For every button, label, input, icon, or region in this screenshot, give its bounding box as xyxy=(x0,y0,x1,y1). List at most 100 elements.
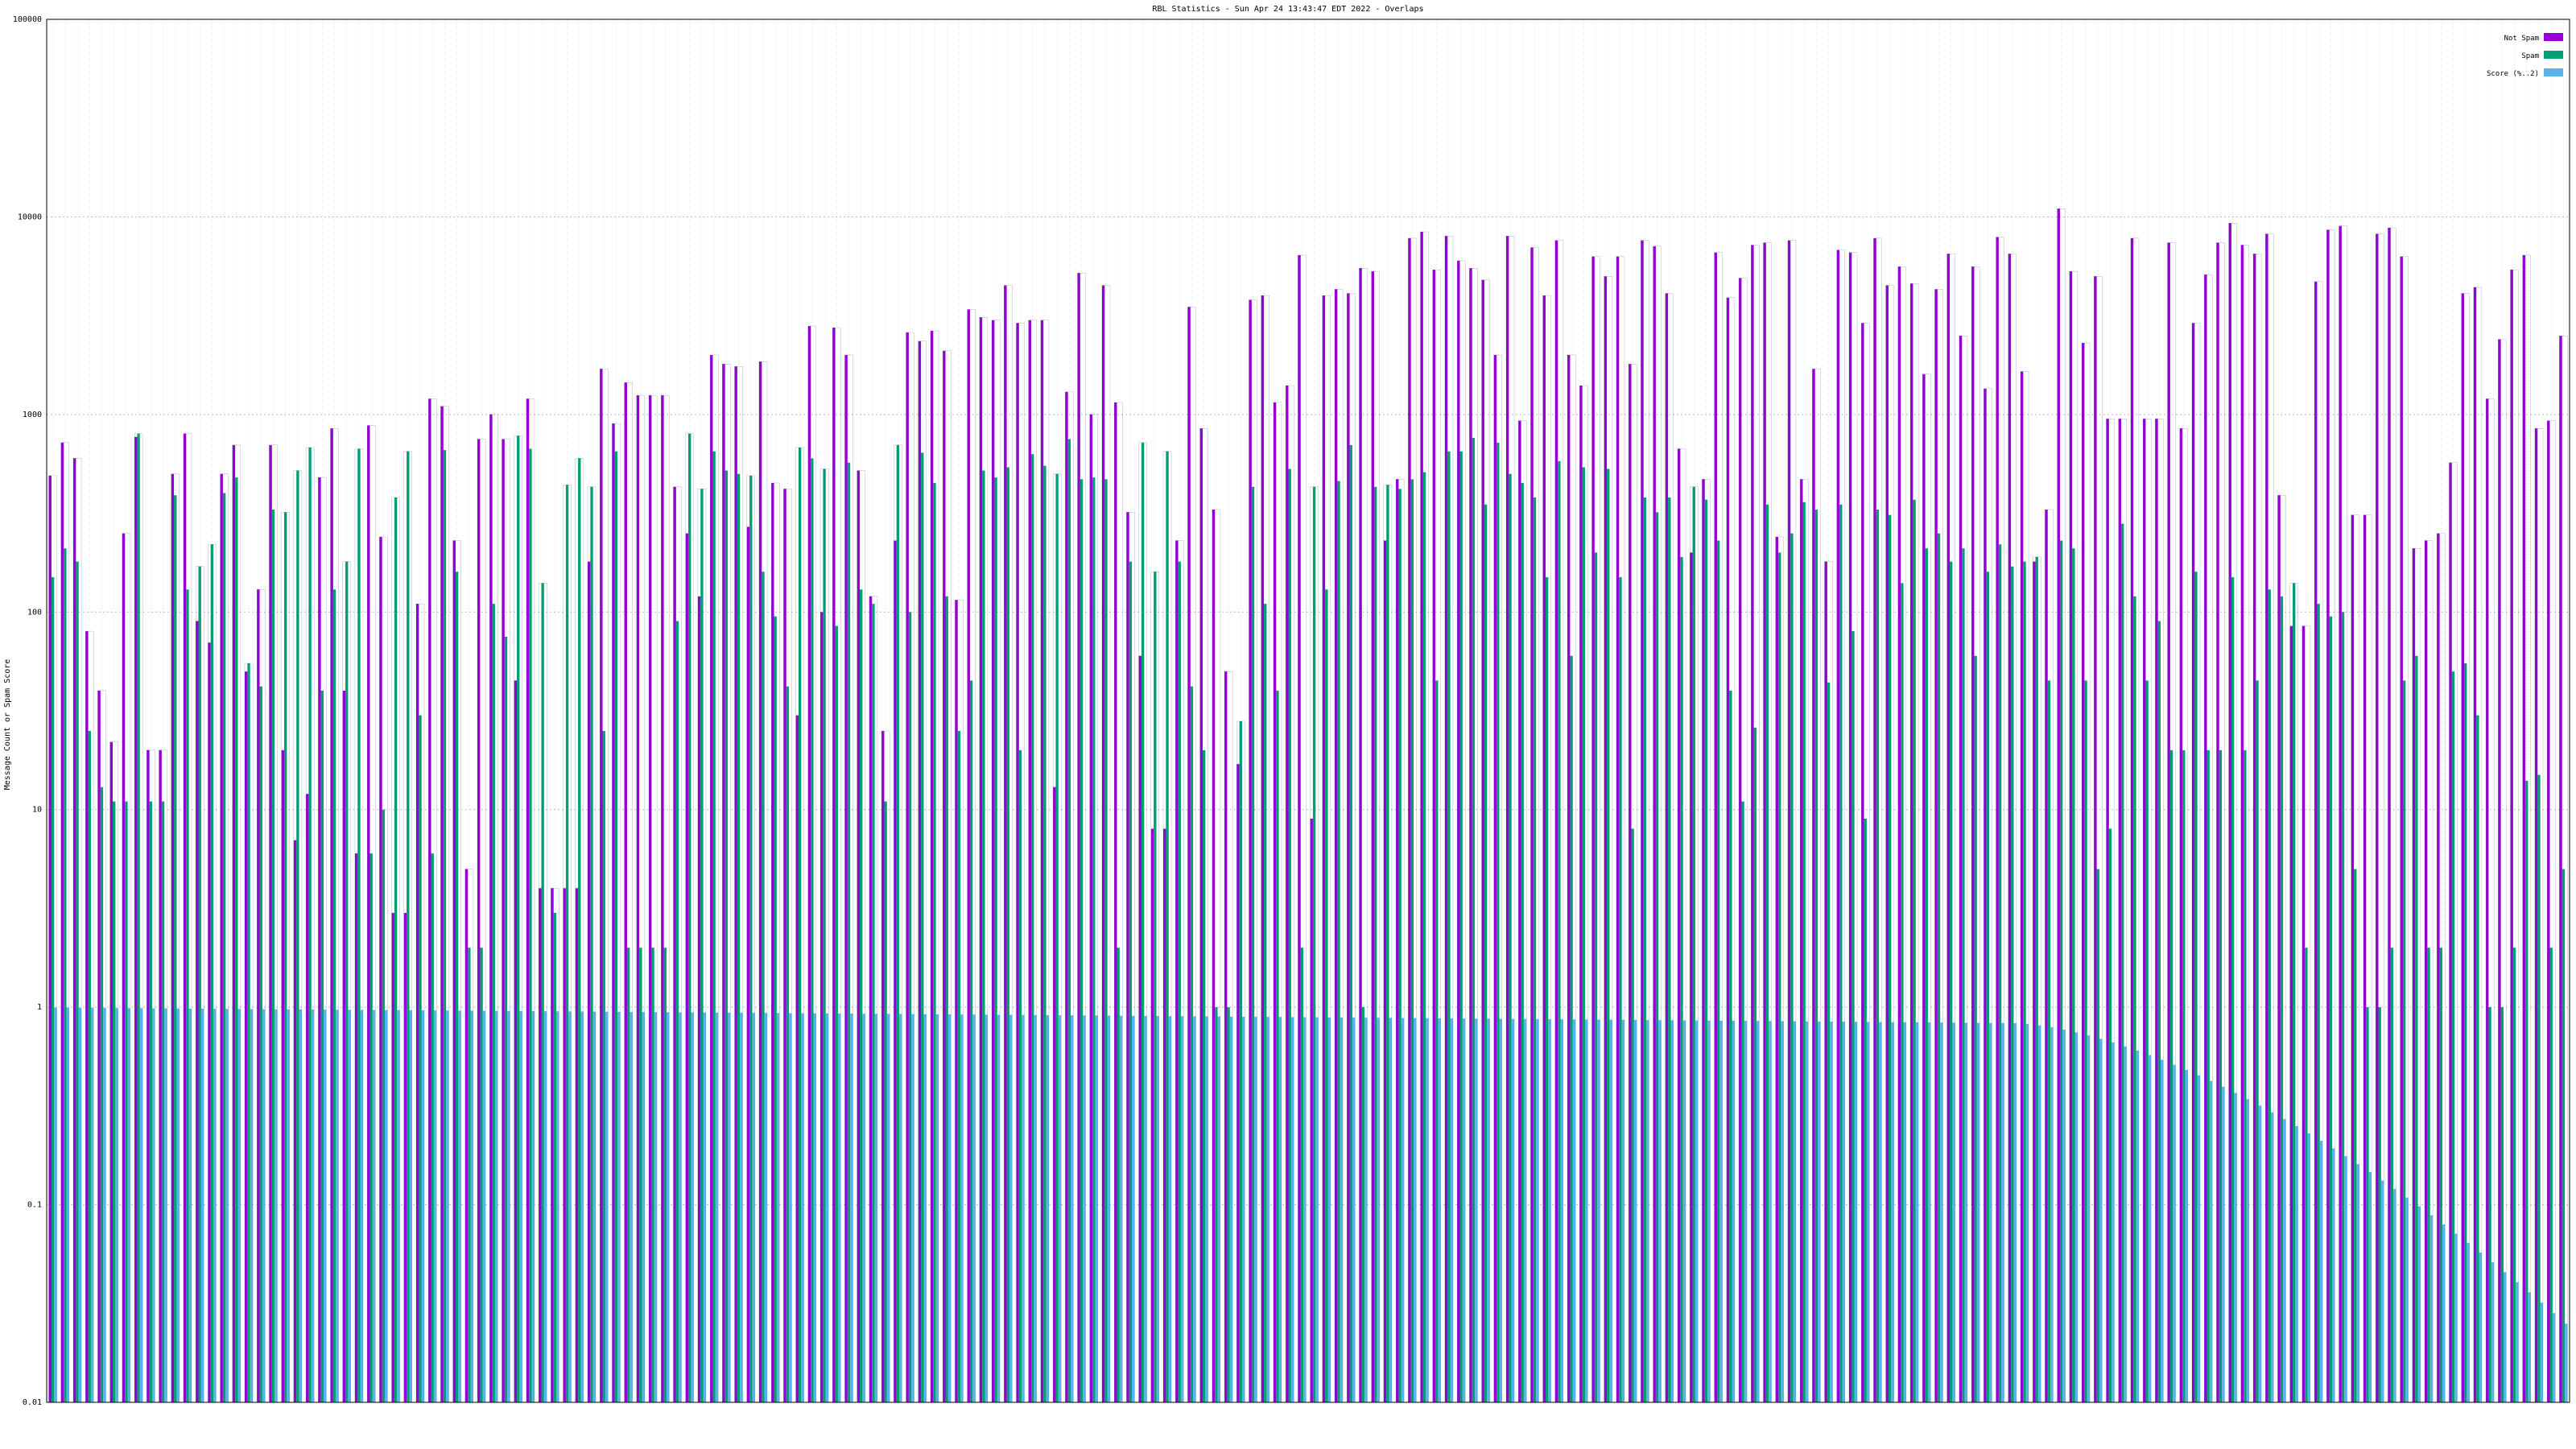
bar-spam xyxy=(2108,828,2112,1402)
bar-not-spam xyxy=(1984,388,1987,1402)
bar-not-spam xyxy=(2191,323,2195,1402)
bar-spam xyxy=(2488,1007,2491,1402)
bar-not-spam xyxy=(758,361,762,1403)
bar-not-spam xyxy=(1787,240,1791,1403)
bar-score xyxy=(1205,1016,1208,1402)
bar-score xyxy=(2270,1112,2274,1402)
bar-spam xyxy=(1864,818,1867,1402)
bar-score xyxy=(1389,1018,1392,1402)
bar-score xyxy=(90,1008,94,1402)
bar-not-spam xyxy=(1114,402,1117,1402)
bar-spam xyxy=(186,589,189,1402)
bar-spam xyxy=(762,572,765,1402)
bar-not-spam xyxy=(807,326,811,1402)
bar-not-spam xyxy=(403,913,407,1402)
bar-spam xyxy=(602,731,605,1402)
bar-spam xyxy=(2415,655,2418,1402)
bar-not-spam xyxy=(354,853,358,1402)
bar-score xyxy=(1695,1020,1699,1402)
bar-spam xyxy=(2256,680,2259,1402)
bar-not-spam xyxy=(2118,419,2122,1402)
bar-score xyxy=(776,1013,780,1402)
bar-spam xyxy=(2133,596,2136,1402)
bar-score xyxy=(458,1010,461,1402)
bar-not-spam xyxy=(2216,242,2219,1403)
bar-score xyxy=(2503,1272,2507,1402)
bar-not-spam xyxy=(2461,293,2465,1403)
bar-score xyxy=(385,1009,388,1402)
bar-not-spam xyxy=(1199,428,1203,1403)
bar-not-spam xyxy=(1371,271,1375,1403)
bar-score xyxy=(935,1013,939,1402)
bar-score xyxy=(1499,1018,1502,1402)
bar-not-spam xyxy=(2033,561,2036,1402)
bar-spam xyxy=(896,444,900,1402)
bar-spam xyxy=(1374,486,1377,1402)
bar-not-spam xyxy=(1873,237,1876,1403)
bar-not-spam xyxy=(196,621,199,1402)
bar-spam xyxy=(860,589,863,1402)
bar-spam xyxy=(994,477,997,1403)
bar-score xyxy=(446,1010,449,1402)
bar-spam xyxy=(1092,477,1096,1403)
bar-not-spam xyxy=(269,444,272,1402)
bar-not-spam xyxy=(1629,364,1632,1403)
bar-spam xyxy=(2023,561,2026,1402)
bar-spam xyxy=(957,731,961,1402)
bar-score xyxy=(1352,1018,1356,1402)
bar-score xyxy=(1290,1017,1294,1402)
bar-spam xyxy=(565,485,569,1402)
bar-not-spam xyxy=(2277,495,2281,1402)
bar-spam xyxy=(2096,869,2099,1402)
bar-not-spam xyxy=(844,354,848,1402)
bar-score xyxy=(2037,1025,2041,1402)
bar-not-spam xyxy=(2130,237,2134,1403)
bar-spam xyxy=(222,493,226,1403)
bar-not-spam xyxy=(391,913,394,1402)
bar-spam xyxy=(651,947,654,1402)
bar-not-spam xyxy=(2082,343,2085,1402)
bar-not-spam xyxy=(1261,295,1265,1402)
bar-not-spam xyxy=(1653,246,1656,1402)
legend-swatch xyxy=(2544,33,2563,41)
bar-spam xyxy=(663,947,667,1402)
bar-score xyxy=(397,1009,400,1402)
bar-spam xyxy=(2157,621,2161,1402)
bar-spam xyxy=(161,801,165,1402)
bar-spam xyxy=(1839,504,1843,1402)
bar-spam xyxy=(1533,497,1537,1402)
bar-spam xyxy=(2451,671,2455,1402)
bar-spam xyxy=(1998,544,2002,1403)
bar-spam xyxy=(2121,523,2124,1403)
bar-spam xyxy=(2194,572,2198,1402)
bar-spam xyxy=(1264,604,1267,1402)
bar-not-spam xyxy=(2400,256,2403,1402)
bar-score xyxy=(2356,1164,2359,1402)
bar-not-spam xyxy=(1249,299,1252,1403)
bars xyxy=(48,208,2568,1403)
y-tick-label: 1 xyxy=(37,1003,42,1012)
bar-not-spam xyxy=(857,470,861,1402)
bar-score xyxy=(519,1010,522,1402)
bar-spam xyxy=(982,470,985,1402)
bar-spam xyxy=(1802,502,1806,1402)
y-tick-label: 0.1 xyxy=(27,1201,42,1210)
bar-not-spam xyxy=(1604,276,1608,1402)
bar-spam xyxy=(2011,566,2014,1402)
bar-spam xyxy=(2464,663,2467,1402)
bar-score xyxy=(740,1013,743,1402)
bar-score xyxy=(543,1011,547,1402)
bar-not-spam xyxy=(832,328,836,1402)
bar-spam xyxy=(1422,472,1426,1403)
bar-not-spam xyxy=(1554,240,1558,1403)
bar-spam xyxy=(1349,444,1352,1402)
bar-score xyxy=(1756,1021,1760,1402)
bar-not-spam xyxy=(1053,786,1056,1402)
bar-not-spam xyxy=(2437,533,2440,1402)
bar-not-spam xyxy=(1861,323,1864,1402)
bar-score xyxy=(2112,1042,2115,1402)
bar-score xyxy=(1560,1019,1563,1402)
bar-score xyxy=(630,1012,633,1402)
bar-spam xyxy=(933,482,936,1402)
bar-score xyxy=(2062,1030,2066,1402)
